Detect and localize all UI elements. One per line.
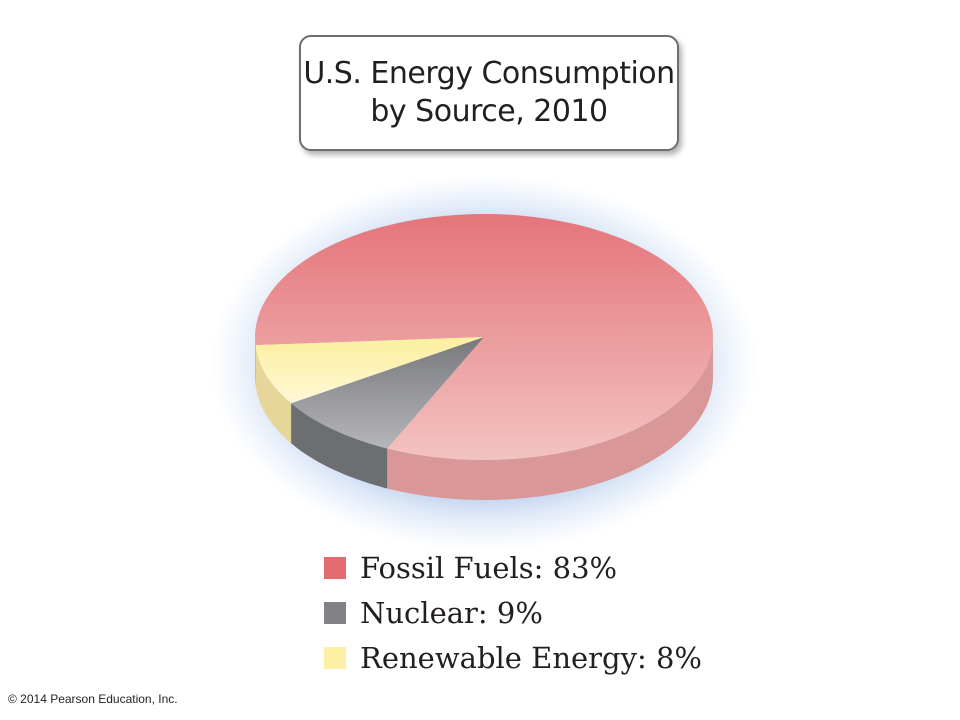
pie-side-nuclear	[291, 403, 388, 489]
legend-swatch-renewable-energy	[324, 646, 346, 669]
copyright-notice: © 2014 Pearson Education, Inc.	[8, 692, 178, 706]
legend-item-fossil-fuels: Fossil Fuels: 83%	[324, 545, 702, 590]
pie-slice-fossil-fuels	[254, 214, 713, 461]
pie-side-fossil-fuels	[255, 337, 256, 386]
chart-title-line-2: by Source, 2010	[370, 94, 608, 129]
legend-swatch-fossil-fuels	[324, 556, 346, 579]
chart-title-line-1: U.S. Energy Consumption	[303, 56, 675, 91]
pie-side-fossil-fuels-1	[387, 337, 713, 501]
legend-label-nuclear: Nuclear: 9%	[360, 595, 543, 630]
pie-slice-nuclear	[291, 337, 484, 449]
legend-item-nuclear: Nuclear: 9%	[324, 590, 702, 635]
legend-label-fossil-fuels: Fossil Fuels: 83%	[360, 550, 618, 585]
pie-side-renewable-energy	[255, 345, 292, 444]
legend-label-renewable-energy: Renewable Energy: 8%	[360, 640, 702, 675]
chart-legend: Fossil Fuels: 83% Nuclear: 9% Renewable …	[324, 545, 702, 680]
pie-slice-renewable-energy	[255, 337, 484, 404]
legend-swatch-nuclear	[324, 601, 346, 624]
chart-title: U.S. Energy Consumption by Source, 2010	[299, 35, 679, 151]
legend-item-renewable-energy: Renewable Energy: 8%	[324, 635, 702, 680]
